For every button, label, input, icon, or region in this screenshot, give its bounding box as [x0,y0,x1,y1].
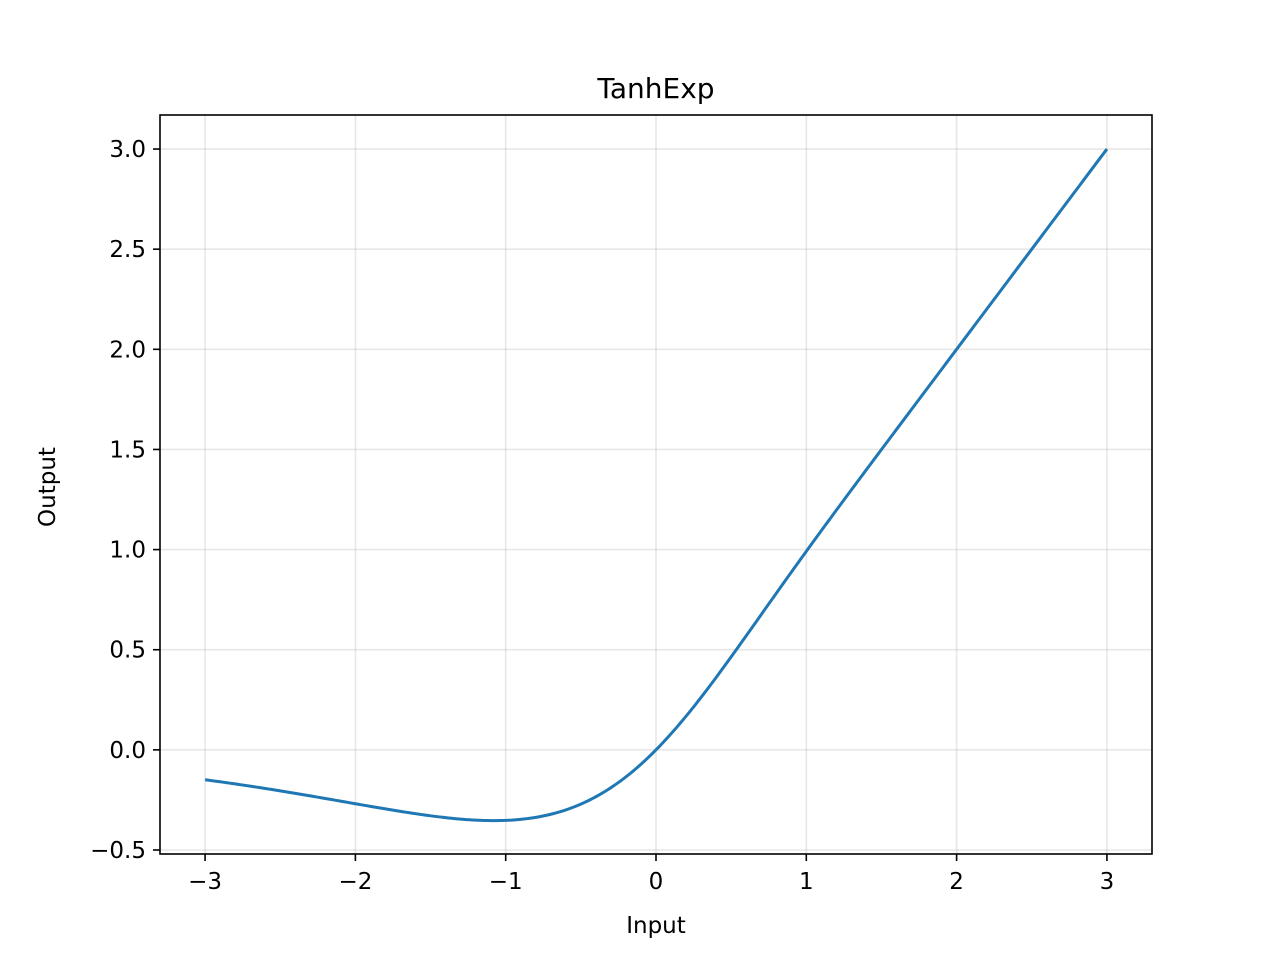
chart-title: TanhExp [596,72,714,105]
x-tick-label: 2 [949,869,964,895]
x-axis-title: Input [626,913,686,939]
y-tick-label: 1.0 [109,538,146,564]
x-tick-label: −3 [188,869,222,895]
y-tick-label: 2.5 [109,237,146,263]
y-tick-label: 1.5 [109,437,146,463]
y-tick-label: −0.5 [90,838,146,864]
x-tick-label: 3 [1100,869,1115,895]
x-tick-label: 1 [799,869,814,895]
y-tick-label: 0.5 [109,638,146,664]
x-tick-label: −1 [489,869,523,895]
y-tick-label: 3.0 [109,137,146,163]
y-tick-label: 0.0 [109,738,146,764]
series-layer [204,148,1109,823]
x-tick-label: −2 [338,869,372,895]
y-axis-title: Output [35,447,61,527]
ticks: −3 −2 −1 0 1 2 3 −0.5 0.0 0.5 1.0 1.5 2.0 2.5 3.0 [90,137,1114,895]
x-tick-label: 0 [649,869,664,895]
series-line [204,148,1109,823]
grid [160,115,1152,854]
y-tick-label: 2.0 [109,337,146,363]
